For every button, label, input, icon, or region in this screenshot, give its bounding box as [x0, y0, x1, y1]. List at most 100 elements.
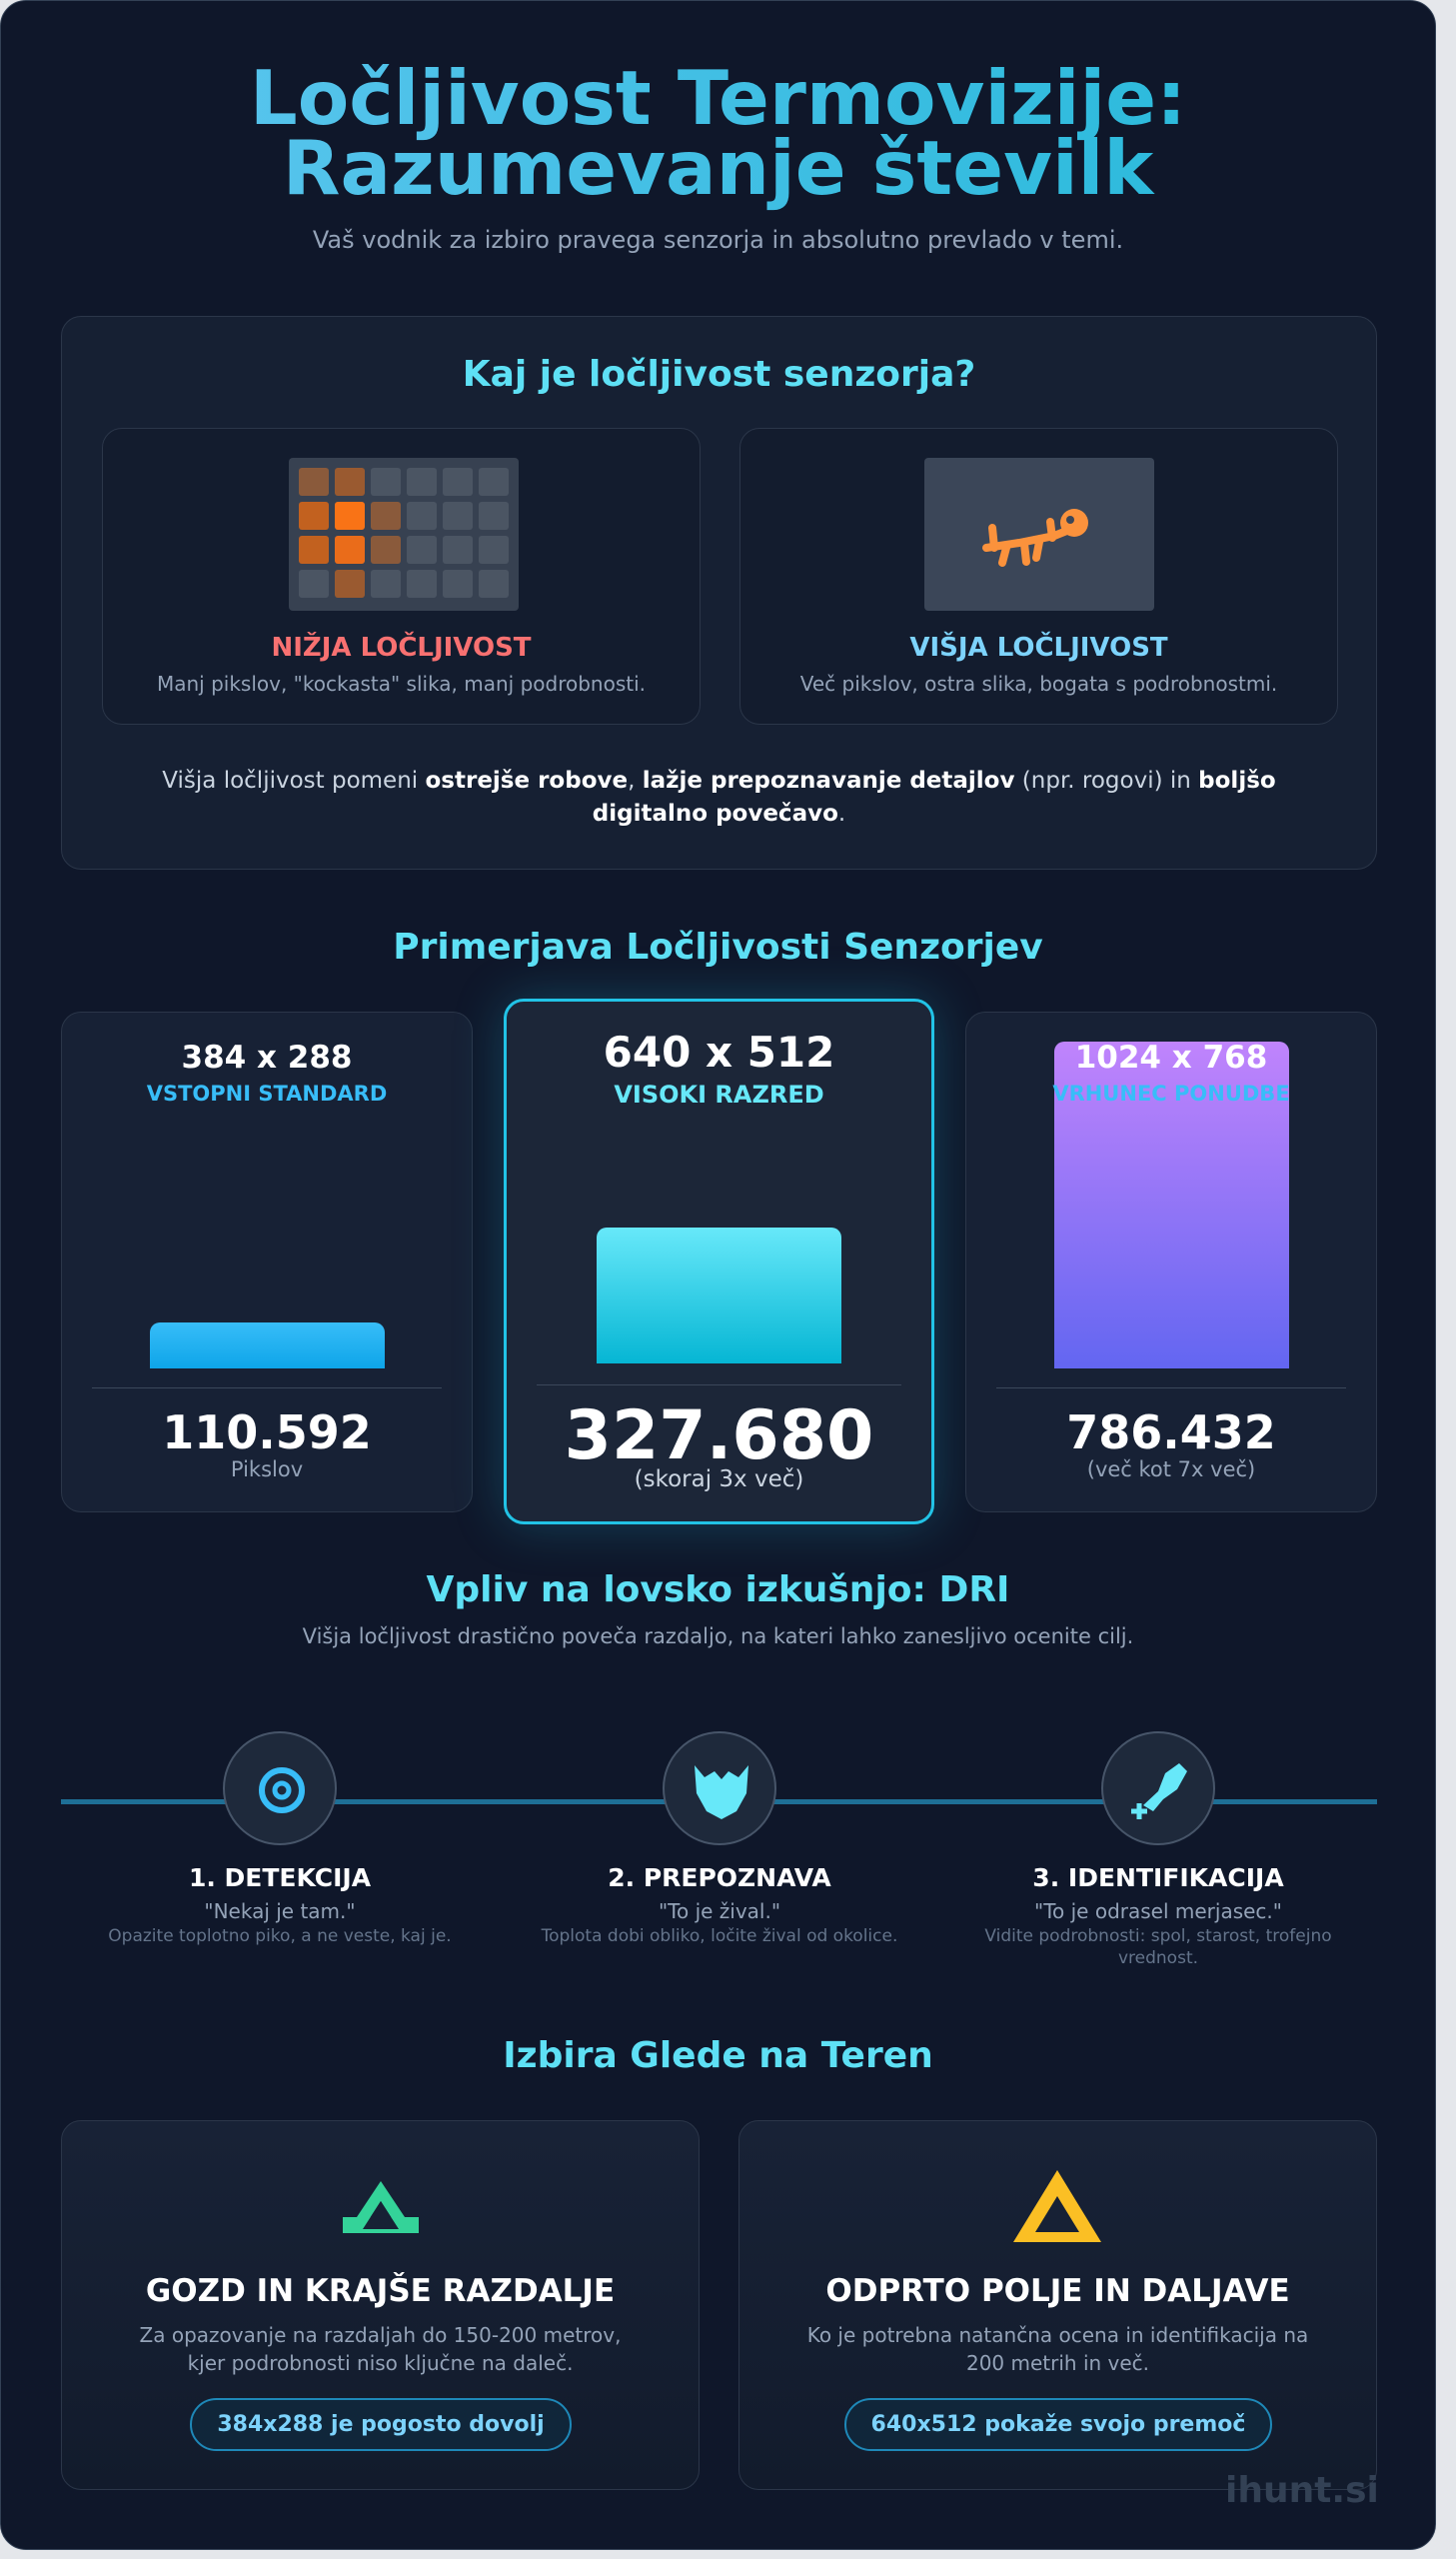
pixel — [335, 536, 365, 564]
terrain-title: ODPRTO POLJE IN DALJAVE — [825, 2273, 1290, 2309]
step-circle — [223, 1731, 337, 1845]
resolution-card: 384 x 288 VSTOPNI STANDARD 110.592 Pikslov — [61, 1012, 473, 1512]
pixel-count: 786.432 — [1066, 1405, 1276, 1459]
terrain-title: GOZD IN KRAJŠE RAZDALJE — [145, 2273, 616, 2309]
pixel — [299, 502, 329, 530]
step: 3. IDENTIFIKACIJA "To je odrasel merjasec… — [958, 1862, 1358, 1969]
watermark: ihunt.si — [1225, 2470, 1379, 2511]
text: (npr. rogovi) in — [1014, 768, 1199, 794]
pixel — [299, 536, 329, 564]
tier: VSTOPNI STANDARD — [146, 1082, 388, 1106]
terrain-card: GOZD IN KRAJŠE RAZDALJE Za opazovanje na … — [61, 2120, 700, 2490]
pixel — [443, 502, 473, 530]
pixel — [407, 570, 437, 598]
pixel — [407, 468, 437, 496]
step-icon — [259, 1767, 305, 1813]
intro-box: Kaj je ločljivost senzorja? NIŽJA LOČLJI… — [61, 316, 1377, 870]
bold-text: lažje prepoznavanje detajlov — [642, 768, 1015, 794]
bar — [1053, 1042, 1289, 1368]
note: (skoraj 3x več) — [634, 1466, 804, 1492]
sharp-image-icon — [924, 458, 1154, 611]
bold-text: ostrejše robove — [425, 768, 629, 794]
terrain-card: ODPRTO POLJE IN DALJAVE Ko je potrebna na… — [738, 2120, 1377, 2490]
note: Pikslov — [230, 1457, 304, 1481]
step-text: Vidite podrobnosti: spol, starost, trofe… — [984, 1926, 1332, 1968]
terrain-icon — [1013, 2166, 1103, 2250]
resolution: 384 x 288 — [181, 1040, 353, 1076]
pixel-count: 327.680 — [564, 1396, 874, 1475]
title-line2: Razumevanje številk — [1, 123, 1435, 213]
resolution-card: 640 x 512 VISOKI RAZRED 327.680 (skoraj 3x … — [504, 999, 934, 1524]
low-card: NIŽJA LOČLJIVOST Manj pikslov, "kockasta… — [102, 428, 701, 725]
low-label: NIŽJA LOČLJIVOST — [271, 633, 532, 663]
step: 2. PREPOZNAVA "To je žival." Toplota dobi … — [520, 1862, 919, 1948]
note: (več kot 7x več) — [1086, 1457, 1256, 1481]
pixel — [479, 536, 509, 564]
resolution-card: 1024 x 768 VRHUNEC PONUDBE 786.432 (več kot… — [965, 1012, 1377, 1512]
intro-title: Kaj je ločljivost senzorja? — [462, 354, 976, 395]
text: . — [837, 801, 846, 828]
pixel — [479, 570, 509, 598]
dri-subtitle: Višja ločljivost drastično poveča razdal… — [302, 1624, 1134, 1648]
step-circle — [1101, 1731, 1215, 1845]
terrain-text: Za opazovanje na razdaljah do 150-200 me… — [139, 2323, 622, 2375]
low-text: Manj pikslov, "kockasta" slika, manj pod… — [156, 672, 647, 696]
text: Višja ločljivost pomeni — [162, 768, 426, 794]
pixel — [443, 570, 473, 598]
high-label: VIŠJA LOČLJIVOST — [909, 633, 1168, 663]
divider — [537, 1384, 901, 1385]
title-line1: Ločljivost Termovizije: — [1, 53, 1435, 143]
terrain-badge: 640x512 pokaže svojo premoč — [844, 2398, 1272, 2451]
terrain-icon-svg — [1013, 2170, 1101, 2242]
pixel — [371, 536, 401, 564]
pixel — [443, 536, 473, 564]
pixel — [299, 570, 329, 598]
step-circle — [663, 1731, 776, 1845]
bar — [597, 1227, 841, 1363]
dri-title: Vpliv na lovsko izkušnjo: DRI — [426, 1569, 1010, 1610]
divider — [996, 1387, 1346, 1388]
step-icon — [695, 1765, 748, 1819]
pixel — [335, 570, 365, 598]
pixel — [371, 468, 401, 496]
step-title: 1. DETEKCIJA — [188, 1863, 372, 1892]
pixel — [479, 468, 509, 496]
step-quote: "Nekaj je tam." — [204, 1899, 356, 1924]
terrain-icon — [341, 2171, 431, 2255]
step-text: Toplota dobi obliko, ločite žival od oko… — [541, 1926, 898, 1947]
step-title: 2. PREPOZNAVA — [608, 1863, 831, 1892]
terrain-badge: 384x288 je pogosto dovolj — [190, 2398, 572, 2451]
step-icon — [1131, 1763, 1187, 1819]
resolution: 1024 x 768 — [1074, 1040, 1268, 1076]
step-text: Opazite toplotno piko, a ne veste, kaj j… — [108, 1926, 452, 1947]
pixel — [407, 536, 437, 564]
tier: VRHUNEC PONUDBE — [1052, 1082, 1290, 1106]
pixel — [371, 502, 401, 530]
pixel — [371, 570, 401, 598]
pixel — [407, 502, 437, 530]
divider — [92, 1387, 442, 1388]
pixel — [443, 468, 473, 496]
pixel — [479, 502, 509, 530]
intro-paragraph: Višja ločljivost pomeni ostrejše robove,… — [132, 765, 1306, 832]
step-quote: "To je žival." — [658, 1899, 781, 1924]
tier: VISOKI RAZRED — [614, 1081, 824, 1109]
bold-text: boljšo digitalno povečavo — [592, 768, 1276, 828]
resolution: 640 x 512 — [603, 1028, 835, 1077]
text: , — [628, 768, 643, 794]
bar — [149, 1322, 385, 1368]
pixel-count: 110.592 — [162, 1405, 372, 1459]
step: 1. DETEKCIJA "Nekaj je tam." Opazite toplo… — [80, 1862, 480, 1948]
comparison-title: Primerjava Ločljivosti Senzorjev — [393, 927, 1043, 968]
terrain-text: Ko je potrebna natančna ocena in identif… — [806, 2323, 1309, 2375]
pixel — [299, 468, 329, 496]
subtitle: Vaš vodnik za izbiro pravega senzorja in… — [312, 226, 1124, 254]
pixel-grid-icon — [289, 458, 519, 611]
step-quote: "To je odrasel merjasec." — [1034, 1899, 1282, 1924]
terrain-title: Izbira Glede na Teren — [503, 2035, 933, 2076]
high-text: Več pikslov, ostra slika, bogata s podro… — [799, 672, 1278, 696]
terrain-icon-svg — [343, 2181, 419, 2233]
pixel — [335, 502, 365, 530]
